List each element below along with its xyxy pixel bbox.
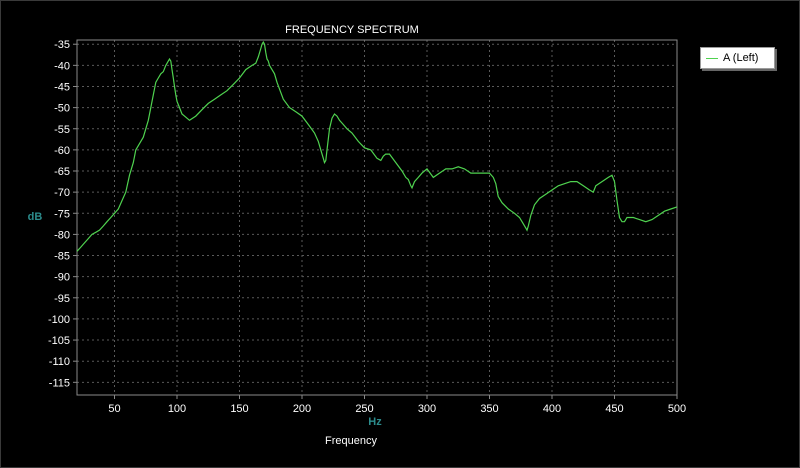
y-tick-label: -35 xyxy=(54,39,70,51)
x-tick-label: 150 xyxy=(230,403,248,415)
y-tick-label: -115 xyxy=(49,377,70,389)
y-tick-label: -95 xyxy=(54,293,70,305)
y-axis-label: dB xyxy=(28,211,43,223)
legend-swatch-a-left xyxy=(706,57,718,59)
plot-border xyxy=(76,39,678,396)
y-tick-label: -65 xyxy=(54,166,70,178)
x-tick-label: 200 xyxy=(293,403,311,415)
y-tick-label: -90 xyxy=(54,272,70,284)
legend: A (Left) xyxy=(700,47,775,69)
x-tick-label: 500 xyxy=(668,403,686,415)
y-tick-label: -50 xyxy=(54,103,70,115)
x-axis-ticks: 50 100 150 200 250 300 350 400 450 500 xyxy=(108,395,686,415)
x-tick-label: 450 xyxy=(605,403,623,415)
x-tick-label: 250 xyxy=(355,403,373,415)
y-tick-label: -70 xyxy=(54,187,70,199)
y-tick-label: -55 xyxy=(54,124,70,136)
x-tick-label: 400 xyxy=(543,403,561,415)
y-tick-label: -60 xyxy=(54,145,70,157)
series-line-a-left xyxy=(76,40,678,252)
y-tick-label: -110 xyxy=(49,356,70,368)
x-axis-label: Frequency xyxy=(325,435,377,447)
x-tick-label: 300 xyxy=(418,403,436,415)
x-tick-label: 50 xyxy=(108,403,120,415)
y-tick-label: -45 xyxy=(54,81,70,93)
x-tick-label: 100 xyxy=(168,403,186,415)
grid-lines xyxy=(77,40,677,395)
y-tick-label: -100 xyxy=(48,314,70,326)
x-axis-unit: Hz xyxy=(368,416,382,428)
chart-title: FREQUENCY SPECTRUM xyxy=(285,24,419,36)
y-tick-label: -105 xyxy=(48,335,70,347)
y-tick-label: -80 xyxy=(54,229,70,241)
legend-label-a-left: A (Left) xyxy=(723,52,759,64)
y-tick-label: -85 xyxy=(54,251,70,263)
x-tick-label: 350 xyxy=(480,403,498,415)
y-axis-ticks: -35 -40 -45 -50 -55 -60 -65 -70 -75 -80 -85 -90 -95 -… xyxy=(48,39,77,389)
y-tick-label: -40 xyxy=(54,60,70,72)
y-tick-label: -75 xyxy=(54,208,70,220)
